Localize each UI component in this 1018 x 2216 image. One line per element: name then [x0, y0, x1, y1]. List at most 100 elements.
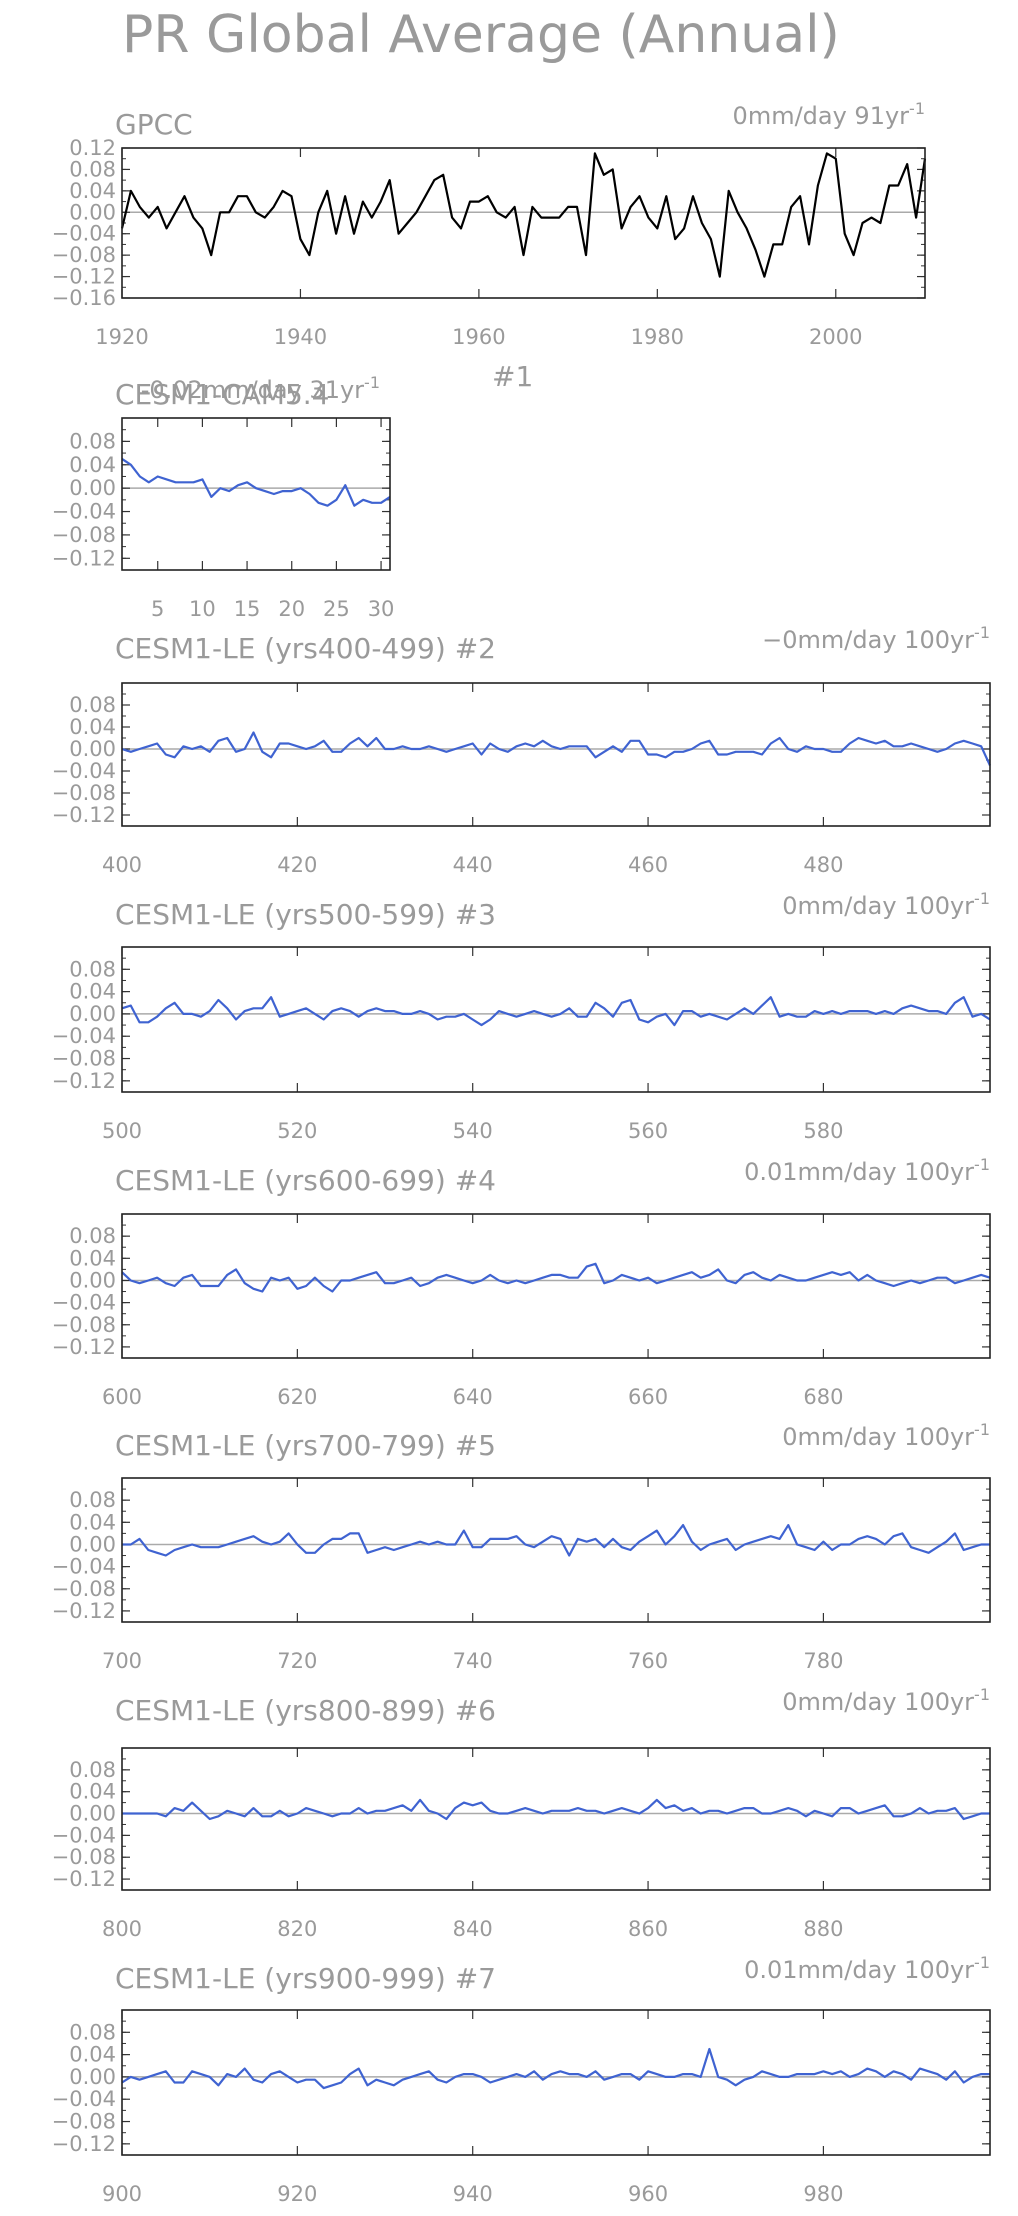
y-tick-label: −0.12 — [52, 1069, 116, 1093]
y-tick-label: −0.16 — [52, 286, 116, 310]
x-tick-label: 960 — [628, 2182, 668, 2206]
y-tick-label: −0.12 — [52, 803, 116, 827]
series-line — [121, 996, 991, 1027]
y-tick-label: 0.00 — [69, 1532, 116, 1556]
x-tick-label: 1960 — [452, 325, 505, 349]
x-tick-label: 900 — [102, 2182, 142, 2206]
plot-frame — [121, 417, 391, 571]
x-tick-label: 580 — [803, 1119, 843, 1143]
x-tick-label: 400 — [102, 853, 142, 877]
series-line — [122, 1798, 990, 1821]
x-tick-label: 600 — [102, 1385, 142, 1409]
x-tick-label: 10 — [189, 597, 216, 621]
x-tick-label: 440 — [453, 853, 493, 877]
y-tick-label: 0.04 — [69, 1246, 116, 1270]
y-tick-label: −0.04 — [52, 1024, 116, 1048]
trend-value: 0mm/day 91yr — [733, 102, 910, 130]
x-tick-label: 1980 — [631, 325, 684, 349]
panel-run-number: #1 — [492, 360, 533, 393]
y-tick-label: 0.12 — [69, 136, 116, 160]
y-tick-label: 0.08 — [69, 429, 116, 453]
x-tick-label: 420 — [277, 853, 317, 877]
y-tick-label: 0.00 — [69, 1002, 116, 1026]
chart-panel: GPCC 0mm/day 91yr-10.120.080.040.00−0.04−… — [52, 99, 927, 349]
x-tick-label: 780 — [803, 1649, 843, 1673]
y-tick-label: 0.00 — [69, 1268, 116, 1292]
y-tick-label: 0.04 — [69, 179, 116, 203]
trend-label: 0mm/day 91yr-1 — [733, 99, 925, 130]
y-tick-label: −0.12 — [52, 1335, 116, 1359]
x-tick-label: 480 — [803, 853, 843, 877]
trend-superscript: -1 — [974, 889, 990, 908]
plot-frame — [121, 1747, 991, 1891]
trend-superscript: -1 — [364, 373, 380, 392]
x-tick-label: 25 — [323, 597, 350, 621]
y-tick-label: −0.12 — [52, 265, 116, 289]
x-tick-label: 680 — [803, 1385, 843, 1409]
x-tick-label: 2000 — [809, 325, 862, 349]
trend-superscript: -1 — [974, 623, 990, 642]
panel-title: CESM1-LE (yrs900-999) #7 — [115, 1962, 496, 1995]
x-tick-label: 15 — [234, 597, 261, 621]
series-line — [121, 731, 991, 766]
y-tick-label: 0.04 — [69, 980, 116, 1004]
chart-panel: CESM1-LE (yrs800-899) #6 0mm/day 100yr-1 0… — [52, 1685, 991, 1941]
chart-panel: CESM1-LE (yrs400-499) #2 −0mm/day 100yr-1… — [52, 623, 991, 877]
x-tick-label: 980 — [803, 2182, 843, 2206]
trend-label: -0.02mm/day 31yr-1 — [141, 373, 380, 404]
x-tick-label: 940 — [453, 2182, 493, 2206]
trend-label: 0mm/day 100yr-1 — [782, 889, 990, 920]
trend-superscript: -1 — [974, 1953, 990, 1972]
x-tick-label: 20 — [278, 597, 305, 621]
y-tick-label: −0.12 — [52, 1867, 116, 1891]
panel-title: CESM1-CAM5.4 — [115, 378, 329, 411]
page-title: PR Global Average (Annual) — [122, 5, 840, 65]
trend-superscript: -1 — [974, 1420, 990, 1439]
x-tick-label: 920 — [277, 2182, 317, 2206]
plot-frame — [121, 682, 991, 827]
x-tick-label: 5 — [151, 597, 164, 621]
y-tick-label: −0.12 — [52, 2132, 116, 2156]
x-tick-label: 1920 — [95, 325, 148, 349]
series-line — [122, 1523, 990, 1557]
series-line — [121, 457, 391, 507]
y-tick-label: −0.04 — [52, 1291, 116, 1315]
trend-label: 0mm/day 100yr-1 — [782, 1685, 990, 1716]
y-tick-label: 0.08 — [69, 957, 116, 981]
y-tick-label: −0.12 — [52, 546, 116, 570]
x-tick-label: 820 — [277, 1917, 317, 1941]
trend-value: -0.02mm/day 31yr — [141, 376, 364, 404]
trend-label: 0.01mm/day 100yr-1 — [744, 1953, 990, 1984]
x-tick-label: 1940 — [274, 325, 327, 349]
panel-title: CESM1-LE (yrs800-899) #6 — [115, 1694, 496, 1727]
x-tick-label: 560 — [628, 1119, 668, 1143]
x-tick-label: 520 — [277, 1119, 317, 1143]
plot-frame — [121, 946, 991, 1093]
y-tick-label: 0.00 — [69, 1802, 116, 1826]
x-tick-label: 660 — [628, 1385, 668, 1409]
y-tick-label: −0.08 — [52, 523, 116, 547]
y-tick-label: 0.08 — [69, 1488, 116, 1512]
trend-value: 0mm/day 100yr — [782, 892, 974, 920]
y-tick-label: −0.08 — [52, 2110, 116, 2134]
trend-value: 0mm/day 100yr — [782, 1423, 974, 1451]
trend-superscript: -1 — [974, 1685, 990, 1704]
y-tick-label: −0.04 — [52, 1823, 116, 1847]
x-tick-label: 840 — [453, 1917, 493, 1941]
trend-value: 0.01mm/day 100yr — [744, 1158, 974, 1186]
x-tick-label: 880 — [803, 1917, 843, 1941]
y-tick-label: 0.08 — [69, 693, 116, 717]
y-tick-label: −0.04 — [52, 2087, 116, 2111]
y-tick-label: −0.08 — [52, 1313, 116, 1337]
x-tick-label: 30 — [368, 597, 395, 621]
y-tick-label: −0.08 — [52, 781, 116, 805]
panel-title: CESM1-LE (yrs700-799) #5 — [115, 1429, 496, 1462]
y-tick-label: 0.08 — [69, 1758, 116, 1782]
y-tick-label: −0.04 — [52, 500, 116, 524]
x-tick-label: 460 — [628, 853, 668, 877]
trend-label: 0mm/day 100yr-1 — [782, 1420, 990, 1451]
chart-panel: CESM1-LE (yrs600-699) #4 0.01mm/day 100yr… — [52, 1155, 991, 1409]
series-line — [121, 2047, 990, 2090]
y-tick-label: −0.08 — [52, 1047, 116, 1071]
